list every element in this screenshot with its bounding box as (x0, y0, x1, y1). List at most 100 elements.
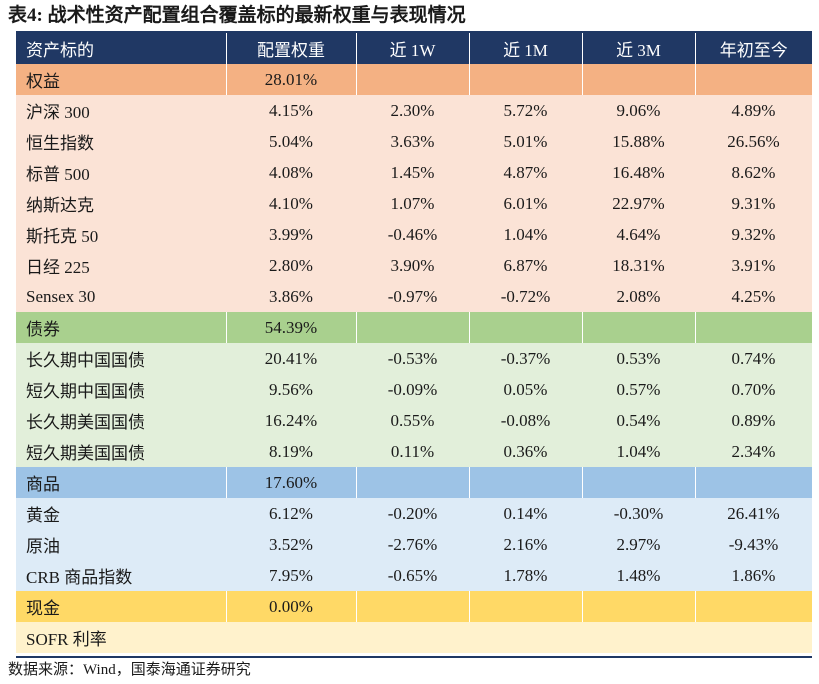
table-row: 长久期美国国债 16.24% 0.55% -0.08% 0.54% 0.89% (16, 405, 812, 436)
source-note: 数据来源：Wind，国泰海通证券研究 (8, 662, 251, 678)
return-ytd: 1.86% (695, 560, 812, 591)
table-row: 短久期中国国债 9.56% -0.09% 0.05% 0.57% 0.70% (16, 374, 812, 405)
asset-name: 长久期美国国债 (16, 405, 226, 436)
return-1w: -0.46% (356, 219, 469, 250)
return-ytd: 8.62% (695, 157, 812, 188)
return-1m: 1.78% (469, 560, 582, 591)
return-1w: 0.11% (356, 436, 469, 467)
table-row: CRB 商品指数 7.95% -0.65% 1.78% 1.48% 1.86% (16, 560, 812, 591)
return-1w: -2.76% (356, 529, 469, 560)
category-row-commodities: 商品 17.60% (16, 467, 812, 498)
return-1w: 3.63% (356, 126, 469, 157)
return-1m: 0.36% (469, 436, 582, 467)
category-name: 现金 (16, 591, 227, 622)
asset-name: 斯托克 50 (16, 219, 226, 250)
return-ytd: 0.70% (695, 374, 812, 405)
table-row: 短久期美国国债 8.19% 0.11% 0.36% 1.04% 2.34% (16, 436, 812, 467)
asset-name: 黄金 (16, 498, 226, 529)
table-row: 斯托克 50 3.99% -0.46% 1.04% 4.64% 9.32% (16, 219, 812, 250)
return-3m: 2.97% (582, 529, 695, 560)
return-1m (469, 622, 582, 653)
return-3m: 0.57% (582, 374, 695, 405)
asset-name: 沪深 300 (16, 95, 226, 126)
asset-weight: 2.80% (226, 250, 356, 281)
table-row: 原油 3.52% -2.76% 2.16% 2.97% -9.43% (16, 529, 812, 560)
asset-name: Sensex 30 (16, 281, 226, 312)
category-weight: 28.01% (226, 64, 357, 95)
return-3m: 0.54% (582, 405, 695, 436)
return-1w: 1.07% (356, 188, 469, 219)
return-1m: 4.87% (469, 157, 582, 188)
category-row-cash: 现金 0.00% (16, 591, 812, 622)
return-3m: 16.48% (582, 157, 695, 188)
return-1m: -0.72% (469, 281, 582, 312)
return-1m: 2.16% (469, 529, 582, 560)
return-3m: 9.06% (582, 95, 695, 126)
table-row: 标普 500 4.08% 1.45% 4.87% 16.48% 8.62% (16, 157, 812, 188)
return-1w: -0.65% (356, 560, 469, 591)
category-name: 商品 (16, 467, 227, 498)
col-header-3m: 近 3M (582, 33, 696, 64)
table-title: 表4: 战术性资产配置组合覆盖标的最新权重与表现情况 (8, 5, 466, 26)
category-weight: 54.39% (226, 312, 357, 343)
table-row: SOFR 利率 (16, 622, 812, 653)
asset-name: 日经 225 (16, 250, 226, 281)
table-row: 恒生指数 5.04% 3.63% 5.01% 15.88% 26.56% (16, 126, 812, 157)
return-3m: 18.31% (582, 250, 695, 281)
table-row: Sensex 30 3.86% -0.97% -0.72% 2.08% 4.25… (16, 281, 812, 312)
asset-name: 标普 500 (16, 157, 226, 188)
return-ytd (695, 622, 812, 653)
return-ytd: 0.89% (695, 405, 812, 436)
return-1w: -0.09% (356, 374, 469, 405)
return-ytd: -9.43% (695, 529, 812, 560)
return-3m: -0.30% (582, 498, 695, 529)
asset-name: 恒生指数 (16, 126, 226, 157)
asset-weight: 4.08% (226, 157, 356, 188)
return-1m: 0.05% (469, 374, 582, 405)
return-ytd: 0.74% (695, 343, 812, 374)
category-weight: 17.60% (226, 467, 357, 498)
return-3m (582, 622, 695, 653)
category-name: 债券 (16, 312, 227, 343)
asset-name: 长久期中国国债 (16, 343, 226, 374)
return-3m: 15.88% (582, 126, 695, 157)
return-1m: 1.04% (469, 219, 582, 250)
return-1m: 5.01% (469, 126, 582, 157)
asset-weight: 3.86% (226, 281, 356, 312)
table-row: 沪深 300 4.15% 2.30% 5.72% 9.06% 4.89% (16, 95, 812, 126)
return-1w: -0.53% (356, 343, 469, 374)
return-1m: -0.37% (469, 343, 582, 374)
col-header-1m: 近 1M (469, 33, 583, 64)
return-1w: -0.97% (356, 281, 469, 312)
return-3m: 2.08% (582, 281, 695, 312)
category-row-equity: 权益 28.01% (16, 64, 812, 95)
return-3m: 1.48% (582, 560, 695, 591)
return-1w: 1.45% (356, 157, 469, 188)
return-1m: 6.01% (469, 188, 582, 219)
return-3m: 1.04% (582, 436, 695, 467)
category-name: 权益 (16, 64, 227, 95)
return-1w: 0.55% (356, 405, 469, 436)
col-header-ytd: 年初至今 (695, 33, 812, 64)
table-row: 日经 225 2.80% 3.90% 6.87% 18.31% 3.91% (16, 250, 812, 281)
return-1w: 2.30% (356, 95, 469, 126)
col-header-1w: 近 1W (356, 33, 470, 64)
return-3m: 0.53% (582, 343, 695, 374)
asset-weight: 4.10% (226, 188, 356, 219)
col-header-asset: 资产标的 (16, 33, 227, 64)
return-1m: -0.08% (469, 405, 582, 436)
asset-name: SOFR 利率 (16, 622, 226, 653)
category-weight: 0.00% (226, 591, 357, 622)
return-1m: 6.87% (469, 250, 582, 281)
return-1m: 0.14% (469, 498, 582, 529)
asset-weight (226, 622, 356, 653)
asset-weight: 7.95% (226, 560, 356, 591)
asset-name: 纳斯达克 (16, 188, 226, 219)
table-row: 纳斯达克 4.10% 1.07% 6.01% 22.97% 9.31% (16, 188, 812, 219)
asset-weight: 8.19% (226, 436, 356, 467)
col-header-weight: 配置权重 (226, 33, 357, 64)
return-ytd: 3.91% (695, 250, 812, 281)
asset-name: 原油 (16, 529, 226, 560)
category-row-bonds: 债券 54.39% (16, 312, 812, 343)
return-ytd: 26.41% (695, 498, 812, 529)
